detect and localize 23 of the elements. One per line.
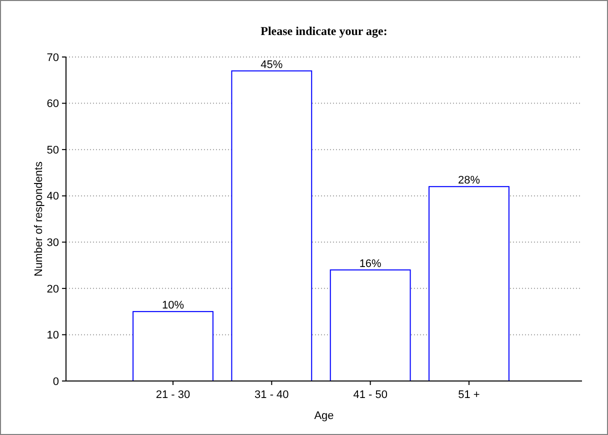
annotation: 10%	[162, 300, 184, 312]
bar	[428, 186, 510, 382]
y-tick-label: 70	[46, 52, 59, 64]
y-tick-label: 10	[46, 330, 59, 342]
y-tick-label: 30	[46, 236, 59, 249]
x-tick-label: 21 - 30	[156, 389, 190, 401]
y-tick-label: 60	[46, 98, 59, 110]
annotation: 16%	[359, 258, 382, 270]
y-tick-label: 20	[46, 283, 59, 296]
annotation: 45%	[260, 58, 283, 71]
bar	[231, 70, 312, 382]
bar	[330, 269, 411, 382]
y-tick-label: 0	[52, 376, 59, 388]
x-tick-label: 51 +	[458, 389, 480, 401]
x-axis-title: Age	[314, 410, 334, 422]
y-axis-title: Number of respondents	[33, 161, 45, 276]
chart-title: Please indicate your age:	[260, 24, 388, 38]
x-tick-label: 41 - 50	[353, 389, 388, 401]
bar	[132, 311, 214, 382]
x-tick-label: 31 - 40	[254, 389, 289, 401]
y-tick-label: 40	[46, 190, 59, 203]
y-tick-label: 50	[46, 144, 59, 156]
annotation: 28%	[458, 174, 480, 187]
